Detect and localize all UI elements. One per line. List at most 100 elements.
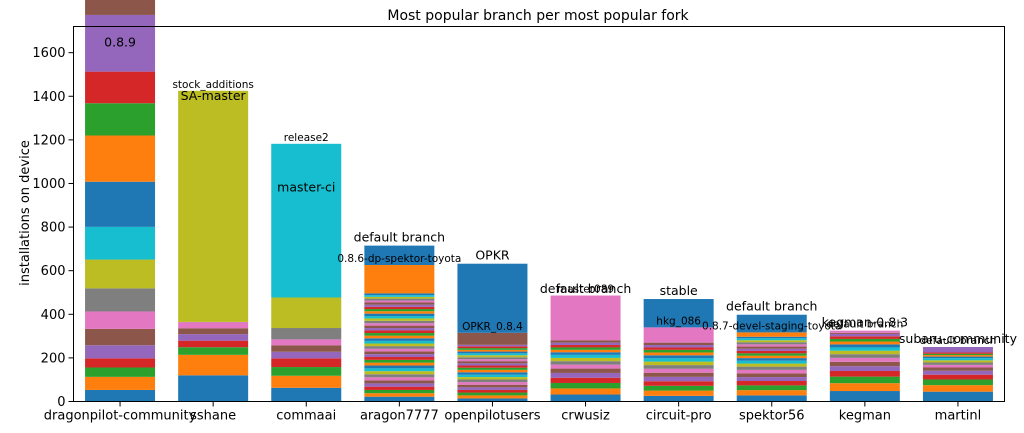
stack-segment: [829, 366, 900, 371]
stack-segment: [829, 376, 900, 384]
stack-segment: [364, 354, 435, 358]
y-tick-label: 200: [41, 351, 66, 366]
stack-segment: [457, 351, 528, 354]
stack-segment: [271, 351, 342, 359]
second-branch-label: OPKR_0.8.4: [462, 321, 523, 333]
stack-segment: [550, 347, 621, 350]
top-branch-label: default branch: [540, 281, 631, 296]
second-branch-label: stock_additions: [172, 79, 253, 91]
stack-segment: [178, 340, 249, 348]
stack-segment: [457, 357, 528, 360]
stack-segment: [550, 354, 621, 358]
stack-segment: [271, 375, 342, 388]
stack-segment: [550, 357, 621, 362]
stack-segment: [364, 309, 435, 312]
stack-segment: [364, 377, 435, 381]
stack-segment: [922, 352, 993, 354]
second-branch-label: 0.8.7-devel-staging-toyota: [702, 320, 841, 332]
stack-segment: [271, 345, 342, 352]
stack-segment: [85, 71, 156, 104]
stack-segment: [457, 379, 528, 383]
second-branch-segment: [922, 346, 993, 353]
stack-segment: [550, 340, 621, 343]
stack-segment: [364, 325, 435, 329]
stack-segment: [922, 367, 993, 371]
stack-segment: [643, 395, 714, 402]
stack-segment: [922, 374, 993, 380]
stack-segment: [85, 311, 156, 329]
stack-segment: [736, 348, 807, 351]
stack-segment: [643, 355, 714, 359]
stack-segment: [643, 345, 714, 348]
stack-segment: [271, 358, 342, 368]
stack-segment: [364, 293, 435, 296]
stack-segment: [271, 328, 342, 340]
stack-segment: [271, 297, 342, 329]
stack-segment: [643, 352, 714, 356]
x-tick-label: kegman: [839, 409, 891, 424]
stack-segment: [364, 323, 435, 326]
stack-segment: [643, 390, 714, 396]
stack-segment: [829, 344, 900, 348]
y-tick-label: 1600: [32, 46, 65, 61]
stack-segment: [364, 389, 435, 394]
stack-segment: [550, 349, 621, 353]
stack-segment: [364, 300, 435, 303]
stack-segment: [364, 304, 435, 307]
y-tick-label: 1400: [32, 90, 65, 105]
plot-area: [85, 0, 993, 402]
stack-segment: [364, 396, 435, 402]
top-branch-label: stable: [660, 283, 698, 298]
stack-segment: [829, 333, 900, 337]
stack-segment: [364, 383, 435, 387]
stack-segment: [736, 338, 807, 341]
top-branch-segment: [643, 299, 714, 328]
stack-segment: [457, 374, 528, 378]
second-branch-segment: [643, 327, 714, 343]
stack-segment: [178, 334, 249, 341]
stack-segment: [736, 360, 807, 364]
stack-segment: [736, 358, 807, 361]
stack-segment: [457, 367, 528, 370]
stack-segment: [457, 384, 528, 388]
stack-segment: [922, 355, 993, 357]
stack-segment: [364, 362, 435, 366]
second-branch-label: 0.8.6-dp-spektor-toyota: [337, 253, 461, 265]
stack-segment: [364, 328, 435, 331]
stack-segment: [643, 376, 714, 382]
x-tick-label: crwusiz: [561, 409, 610, 424]
stack-segment: [643, 385, 714, 391]
stack-segment: [457, 372, 528, 375]
stack-segment: [271, 387, 342, 402]
stack-segment: [271, 367, 342, 376]
stack-segment: [829, 347, 900, 351]
x-tick-label: circuit-pro: [646, 409, 712, 424]
stack-segment: [85, 259, 156, 289]
second-branch-segment: [271, 143, 342, 298]
stack-segment: [736, 346, 807, 349]
second-branch-segment: [364, 265, 435, 294]
stack-segment: [457, 387, 528, 390]
second-branch-segment: [736, 332, 807, 337]
stack-segment: [922, 353, 993, 356]
stack-segment: [643, 347, 714, 350]
stack-segment: [922, 370, 993, 375]
stack-segment: [364, 393, 435, 397]
stack-segment: [829, 370, 900, 377]
top-branch-label: OPKR: [475, 248, 510, 263]
stack-segment: [364, 316, 435, 319]
x-tick-label: spektor56: [739, 409, 805, 424]
stack-segment: [922, 364, 993, 368]
x-tick-label: martinl: [935, 409, 982, 424]
stack-segment: [85, 328, 156, 346]
stack-segment: [643, 361, 714, 366]
y-tick-label: 800: [41, 221, 66, 236]
stack-segment: [457, 389, 528, 393]
stack-segment: [736, 373, 807, 378]
stack-segment: [85, 389, 156, 402]
stack-segment: [364, 311, 435, 314]
stack-segment: [364, 374, 435, 378]
stack-segment: [364, 296, 435, 299]
stack-segment: [736, 369, 807, 374]
stack-segment: [736, 350, 807, 354]
